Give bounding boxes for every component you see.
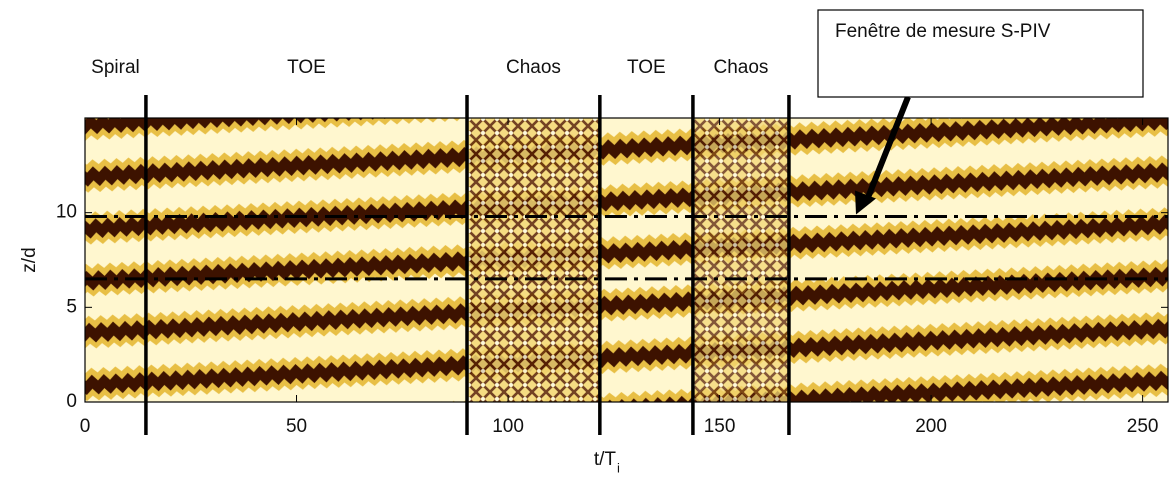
annotation-text: Fenêtre de mesure S-PIV	[835, 21, 1051, 42]
regime-label: Chaos	[713, 57, 768, 78]
y-axis-label: z/d	[19, 247, 40, 272]
x-tick-label: 150	[704, 416, 736, 437]
x-axis-label: t/T	[594, 449, 617, 470]
x-axis-label-subscript: i	[617, 460, 620, 475]
x-tick-label: 50	[286, 416, 307, 437]
x-tick-label: 100	[492, 416, 524, 437]
regime-label: TOE	[627, 57, 666, 78]
y-tick-label: 0	[66, 391, 77, 412]
regime-label: Chaos	[506, 57, 561, 78]
annotation-arrow	[863, 95, 911, 204]
pattern-field	[85, 118, 1168, 402]
y-tick-label: 10	[56, 202, 77, 223]
chart-layer: 0 50 100 150 200 250 0 5 10 Spiral TOE Chaos TOE Chao…	[56, 57, 1168, 437]
annotation-arrowhead	[855, 190, 876, 215]
x-tick-label: 0	[80, 416, 91, 437]
y-tick-label: 5	[66, 296, 77, 317]
regime-label: TOE	[287, 57, 326, 78]
x-tick-label: 250	[1127, 416, 1159, 437]
plot-frame	[84, 117, 1169, 403]
regime-label: Spiral	[91, 57, 140, 78]
annotation-box	[817, 9, 1144, 98]
x-tick-label: 200	[915, 416, 947, 437]
